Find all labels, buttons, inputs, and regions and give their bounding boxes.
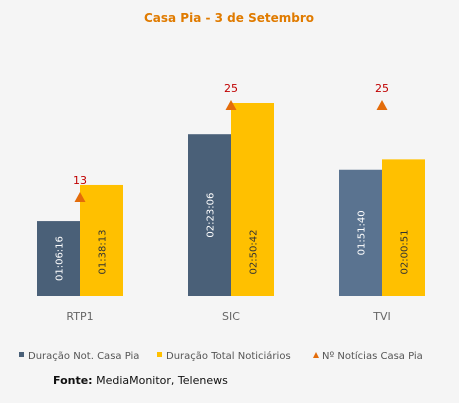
legend-label-noticias: Nº Notícias Casa Pia [322,350,423,362]
marker-noticias-tvi [376,100,388,110]
category-label-tvi: TVI [372,310,391,323]
legend-label-duracao: Duração Not. Casa Pia [28,351,139,362]
bar-duracao-tvi [339,169,382,296]
bar-label-total-sic: 02:50:42 [249,230,260,275]
bar-duracao-rtp1 [37,221,80,296]
count-label-rtp1: 13 [73,174,87,187]
bar-label-total-tvi: 02:00:51 [400,230,411,275]
legend-label-total: Duração Total Noticiários [166,350,291,362]
plot-area: 01:06:16 01:38:13 13 RTP1 02:23:06 02:50:42 25… [37,82,425,323]
source-label: Fonte: [53,374,93,387]
category-label-sic: SIC [222,310,240,323]
source-note: Fonte: MediaMonitor, Telenews [53,374,228,387]
legend-marker-noticias [313,352,319,358]
count-label-tvi: 25 [375,82,389,95]
legend: Duração Not. Casa Pia Duração Total Notic… [19,350,423,362]
bar-duracao-sic [188,134,231,296]
bar-label-total-rtp1: 01:38:13 [98,230,109,275]
bar-label-duracao-tvi: 01:51:40 [357,210,368,255]
category-label-rtp1: RTP1 [66,310,93,323]
bar-total-rtp1 [80,184,123,296]
marker-noticias-sic [225,100,237,110]
bar-total-sic [231,103,274,296]
chart-title: Casa Pia - 3 de Setembro [144,11,314,25]
count-label-sic: 25 [224,82,238,95]
bar-label-duracao-sic: 02:23:06 [206,193,217,238]
legend-swatch-duracao [19,352,24,357]
legend-swatch-total [157,352,162,357]
bar-label-duracao-rtp1: 01:06:16 [55,236,66,281]
marker-noticias-rtp1 [74,192,86,202]
source-text: MediaMonitor, Telenews [96,374,228,387]
bar-total-tvi [382,159,425,296]
